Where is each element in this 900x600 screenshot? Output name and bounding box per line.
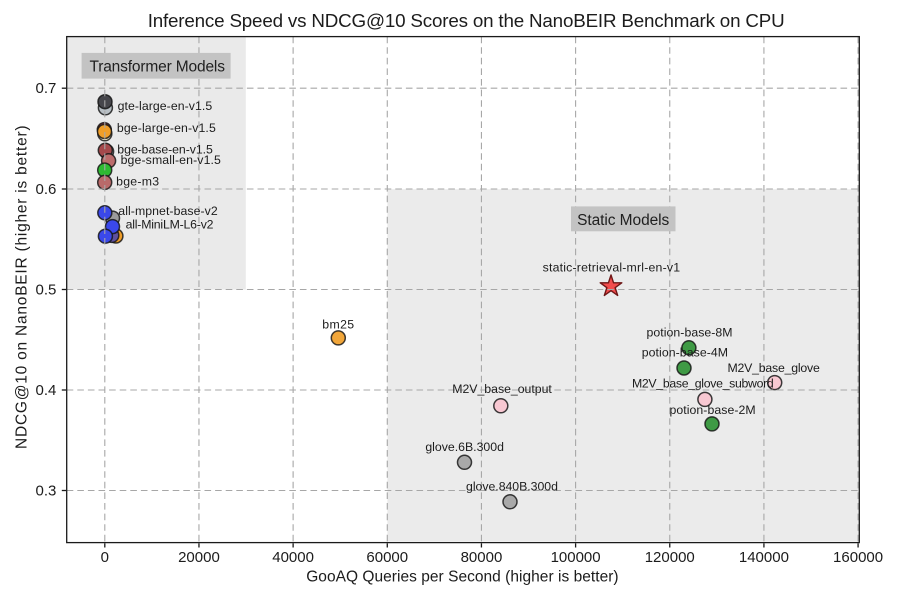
svg-text:120000: 120000 [645, 549, 695, 566]
svg-text:140000: 140000 [739, 549, 789, 566]
svg-text:60000: 60000 [366, 549, 408, 566]
svg-text:bge-base-en-v1.5: bge-base-en-v1.5 [117, 142, 213, 156]
svg-text:Static Models: Static Models [577, 212, 669, 229]
svg-text:20000: 20000 [178, 549, 220, 566]
svg-text:glove.840B.300d: glove.840B.300d [466, 479, 558, 493]
svg-text:potion-base-8M: potion-base-8M [647, 326, 733, 340]
svg-text:GooAQ Queries per Second (high: GooAQ Queries per Second (higher is bett… [306, 569, 618, 586]
svg-text:80000: 80000 [461, 549, 503, 566]
svg-text:Inference Speed vs NDCG@10 Sco: Inference Speed vs NDCG@10 Scores on the… [148, 10, 785, 31]
svg-text:Transformer Models: Transformer Models [89, 58, 225, 75]
svg-text:static-retrieval-mrl-en-v1: static-retrieval-mrl-en-v1 [543, 260, 681, 274]
svg-text:0.3: 0.3 [36, 483, 57, 500]
svg-text:M2V_base_glove_subword: M2V_base_glove_subword [632, 376, 774, 390]
svg-text:0: 0 [101, 549, 109, 566]
svg-text:bge-large-en-v1.5: bge-large-en-v1.5 [117, 121, 216, 135]
svg-text:glove.6B.300d: glove.6B.300d [425, 440, 504, 454]
svg-text:M2V_base_glove: M2V_base_glove [727, 361, 820, 375]
svg-text:0.7: 0.7 [36, 80, 57, 97]
svg-text:0.5: 0.5 [36, 282, 57, 299]
svg-text:gte-large-en-v1.5: gte-large-en-v1.5 [118, 99, 213, 113]
svg-text:M2V_base_output: M2V_base_output [452, 382, 552, 396]
svg-text:40000: 40000 [272, 549, 314, 566]
svg-text:all-MiniLM-L6-v2: all-MiniLM-L6-v2 [126, 218, 214, 232]
svg-text:potion-base-2M: potion-base-2M [669, 403, 755, 417]
svg-text:bge-m3: bge-m3 [116, 175, 159, 189]
svg-text:160000: 160000 [833, 549, 883, 566]
svg-text:0.4: 0.4 [36, 382, 57, 399]
svg-text:potion-base-4M: potion-base-4M [642, 346, 728, 360]
svg-text:bm25: bm25 [322, 318, 354, 332]
svg-text:NDCG@10 on NanoBEIR (higher is: NDCG@10 on NanoBEIR (higher is better) [14, 125, 31, 449]
svg-text:0.6: 0.6 [36, 181, 57, 198]
svg-text:100000: 100000 [551, 549, 601, 566]
svg-text:bge-small-en-v1.5: bge-small-en-v1.5 [121, 153, 221, 167]
svg-text:all-mpnet-base-v2: all-mpnet-base-v2 [118, 204, 218, 218]
